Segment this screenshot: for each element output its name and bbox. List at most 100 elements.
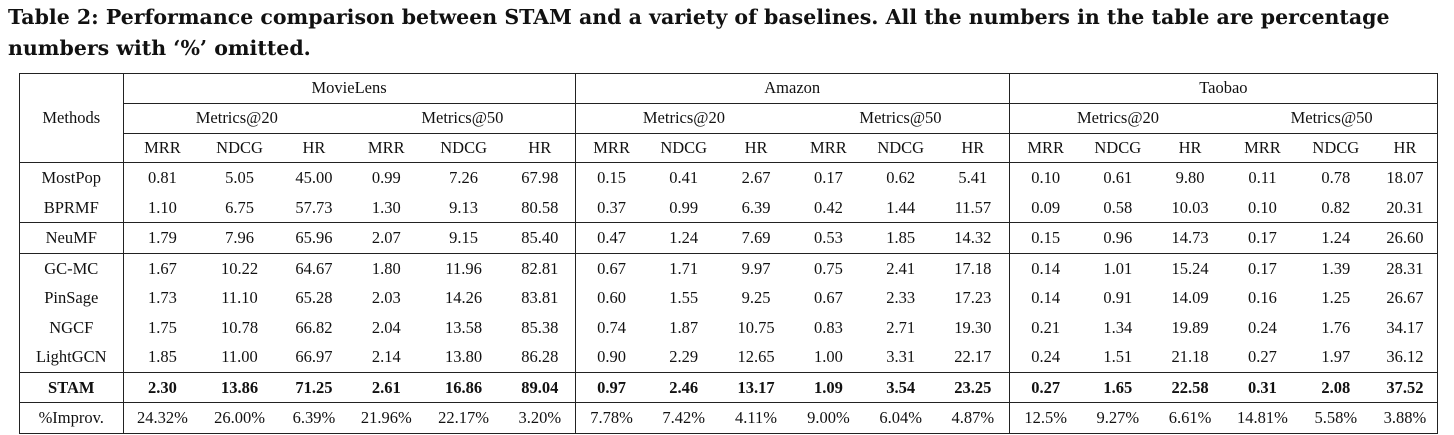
table-row: NGCF 1.75 10.78 66.82 2.04 13.58 85.38 0.74 1.87…: [19, 312, 1438, 343]
value-cell: 0.10: [1031, 168, 1061, 188]
value-cell: 5.58%: [1298, 402, 1373, 434]
value-cell: 0.15: [1009, 222, 1082, 254]
value-cell: 1.10: [148, 197, 177, 217]
value-cell: 1.24: [647, 222, 720, 254]
value-cell: 3.88%: [1372, 402, 1438, 434]
value-cell: 5.41: [936, 162, 1010, 193]
dataset-header: Taobao: [1009, 73, 1439, 104]
value-cell: 0.15: [597, 168, 627, 188]
value-cell: 14.81%: [1226, 402, 1299, 434]
value-cell: 2.71: [886, 317, 916, 337]
value-cell: 17.23: [936, 283, 1010, 313]
value-cell: 22.17%: [422, 402, 505, 434]
value-cell: 0.47: [575, 222, 648, 254]
value-cell: 13.86: [201, 371, 278, 403]
value-cell: 0.27: [1009, 371, 1082, 403]
value-cell: 1.01: [1081, 252, 1154, 284]
method-cell: LightGCN: [19, 342, 124, 373]
value-cell: 23.25: [936, 371, 1010, 403]
dataset-header: MovieLens: [123, 73, 576, 104]
value-cell: 0.24: [1031, 347, 1061, 367]
value-cell: 6.04%: [864, 402, 937, 434]
value-cell: 2.61: [350, 371, 423, 403]
value-cell: 9.97: [719, 252, 793, 284]
value-cell: 9.27%: [1081, 402, 1154, 434]
table-row: STAM 2.30 13.86 71.25 2.61 16.86 89.04 0.97 2.46…: [19, 371, 1438, 403]
value-cell: 1.80: [350, 252, 423, 284]
value-cell: 9.00%: [792, 402, 865, 434]
metric-header: HR: [504, 132, 576, 164]
value-cell: 45.00: [295, 168, 333, 188]
value-cell: 7.96: [201, 222, 278, 254]
value-cell: 0.75: [792, 252, 865, 284]
value-cell: 2.14: [371, 347, 401, 367]
value-cell: 0.81: [148, 168, 177, 188]
table-body: MostPop 0.81 5.05 45.00 0.99 7.26 67.98 0.15 0.4…: [19, 162, 1438, 434]
value-cell: 10.03: [1171, 197, 1209, 217]
value-cell: 2.03: [371, 288, 401, 308]
table-row: %Improv. 24.32% 26.00% 6.39% 21.96% 22.17% 3.2…: [19, 402, 1438, 434]
value-cell: 0.67: [575, 252, 648, 284]
value-cell: 7.69: [719, 222, 793, 254]
value-cell: 0.99: [669, 197, 699, 217]
metric-header-row: MRR NDCG HR MRR NDCG HR MRR NDCG HR MRR NDCG HR MRR N…: [20, 132, 1438, 164]
value-cell: 1.24: [1298, 222, 1373, 254]
value-cell: 0.14: [1031, 288, 1061, 308]
value-cell: 6.75: [225, 197, 254, 217]
value-cell: 6.39: [741, 197, 771, 217]
value-cell: 0.97: [575, 371, 648, 403]
methods-header: Methods: [19, 72, 124, 164]
method-cell: GC-MC: [19, 252, 124, 284]
value-cell: 10.78: [220, 317, 259, 337]
value-cell: 0.27: [1248, 347, 1277, 367]
table-header: Methods MovieLens Amazon Taobao Metrics@…: [19, 72, 1439, 164]
value-cell: 0.61: [1103, 168, 1133, 188]
value-cell: 1.73: [148, 288, 177, 308]
value-cell: 1.55: [669, 288, 699, 308]
method-cell: NGCF: [19, 312, 124, 343]
value-cell: 0.60: [597, 288, 627, 308]
metric-header: NDCG: [647, 132, 720, 164]
table-row: PinSage 1.73 11.10 65.28 2.03 14.26 83.81 0.60 1…: [19, 283, 1438, 313]
value-cell: 34.17: [1372, 312, 1438, 343]
method-cell: MostPop: [19, 162, 124, 193]
value-cell: 1.97: [1321, 347, 1351, 367]
value-cell: 28.31: [1372, 252, 1438, 284]
value-cell: 0.82: [1321, 197, 1351, 217]
value-cell: 1.85: [864, 222, 937, 254]
value-cell: 11.96: [422, 252, 505, 284]
metric-header: MRR: [123, 132, 202, 164]
method-cell: PinSage: [19, 283, 124, 313]
value-cell: 3.31: [886, 347, 916, 367]
dataset-header: Amazon: [575, 73, 1010, 104]
value-cell: 19.89: [1171, 317, 1209, 337]
value-cell: 3.20%: [504, 402, 576, 434]
value-cell: 0.78: [1321, 168, 1351, 188]
value-cell: 85.40: [504, 222, 576, 254]
value-cell: 0.24: [1248, 317, 1277, 337]
value-cell: 85.38: [504, 312, 576, 343]
metric-header: MRR: [350, 132, 423, 164]
value-cell: 67.98: [504, 162, 576, 193]
value-cell: 2.04: [371, 317, 401, 337]
value-cell: 14.09: [1171, 288, 1209, 308]
value-cell: 89.04: [504, 371, 576, 403]
metric-header: NDCG: [1298, 132, 1373, 164]
value-cell: 13.80: [445, 347, 483, 367]
metric-group-header: Metrics@50: [350, 102, 576, 134]
metric-header: HR: [936, 132, 1010, 164]
value-cell: 10.22: [201, 252, 278, 284]
value-cell: 0.90: [597, 347, 627, 367]
value-cell: 2.46: [647, 371, 720, 403]
value-cell: 1.67: [123, 252, 202, 284]
value-cell: 0.17: [1226, 222, 1299, 254]
value-cell: 1.34: [1103, 317, 1133, 337]
value-cell: 22.58: [1153, 371, 1227, 403]
value-cell: 13.58: [445, 317, 483, 337]
value-cell: 66.97: [295, 347, 333, 367]
metric-header: NDCG: [864, 132, 937, 164]
value-cell: 19.30: [936, 312, 1010, 343]
table-row: NeuMF 1.79 7.96 65.96 2.07 9.15 85.40 0.47 1.24 7…: [19, 222, 1438, 254]
method-cell: STAM: [19, 371, 124, 403]
value-cell: 15.24: [1153, 252, 1227, 284]
